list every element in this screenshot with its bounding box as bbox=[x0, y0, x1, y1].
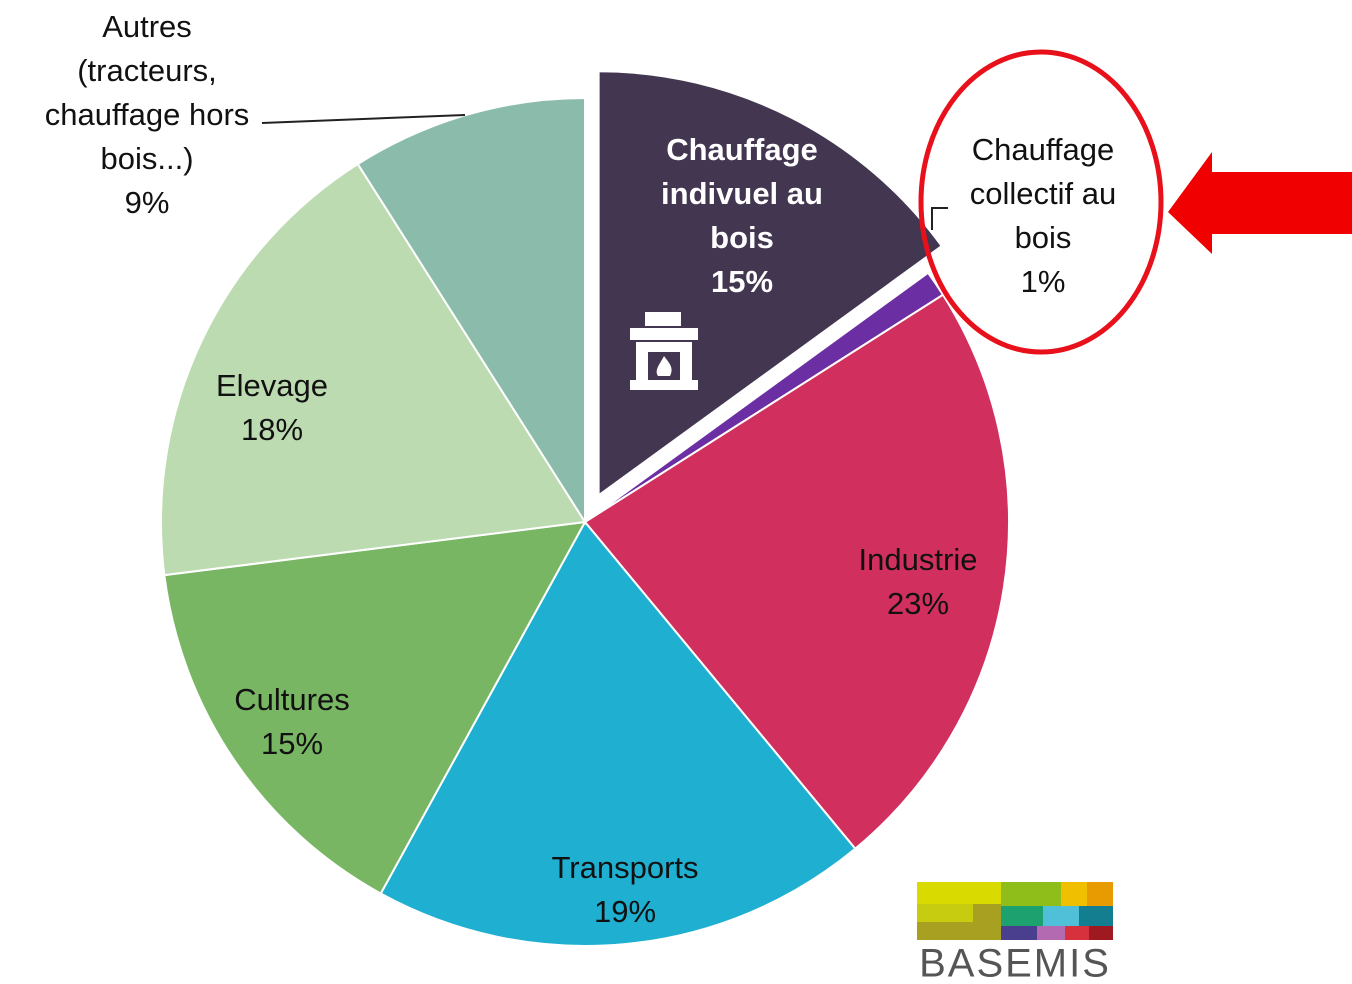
pie-slice bbox=[163, 520, 587, 895]
pie-slice bbox=[379, 520, 857, 947]
category-label: Chauffage collectif au bois bbox=[969, 132, 1117, 255]
category-label: Transports bbox=[551, 850, 699, 885]
category-label: Autres (tracteurs, chauffage hors bois..… bbox=[44, 9, 250, 176]
slice-label: Autres (tracteurs, chauffage hors bois..… bbox=[45, 5, 250, 225]
pie-slice bbox=[583, 293, 1010, 851]
leader-line bbox=[931, 207, 948, 230]
slices bbox=[160, 70, 1010, 947]
value-label: 9% bbox=[124, 185, 170, 220]
slice-label: Chauffage indivuel au bois 15% bbox=[661, 128, 823, 304]
pie-slice bbox=[160, 162, 587, 577]
slice-label: Cultures 15% bbox=[234, 678, 349, 766]
logo-blocks bbox=[917, 882, 1113, 940]
arrow bbox=[1168, 152, 1352, 254]
category-label: Cultures bbox=[234, 682, 350, 717]
category-label: Elevage bbox=[215, 368, 329, 403]
pie-slice bbox=[356, 96, 586, 526]
slice-label: Chauffage collectif au bois 1% bbox=[970, 128, 1116, 304]
highlight-circle bbox=[918, 49, 1164, 355]
value-label: 19% bbox=[593, 894, 657, 929]
fireplace-icon bbox=[630, 312, 698, 390]
leader-line bbox=[261, 114, 466, 124]
value-label: 18% bbox=[240, 412, 304, 447]
category-label: Chauffage indivuel au bois bbox=[661, 132, 823, 255]
logo-text: BASEMIS bbox=[919, 942, 1111, 984]
value-label: 15% bbox=[710, 264, 774, 299]
slice-label: Transports 19% bbox=[551, 846, 698, 934]
value-label: 15% bbox=[260, 726, 324, 761]
slice-label: Elevage 18% bbox=[216, 364, 328, 452]
value-label: 1% bbox=[1020, 264, 1066, 299]
category-label: Industrie bbox=[858, 542, 978, 577]
slice-label: Industrie 23% bbox=[859, 538, 978, 626]
value-label: 23% bbox=[886, 586, 950, 621]
